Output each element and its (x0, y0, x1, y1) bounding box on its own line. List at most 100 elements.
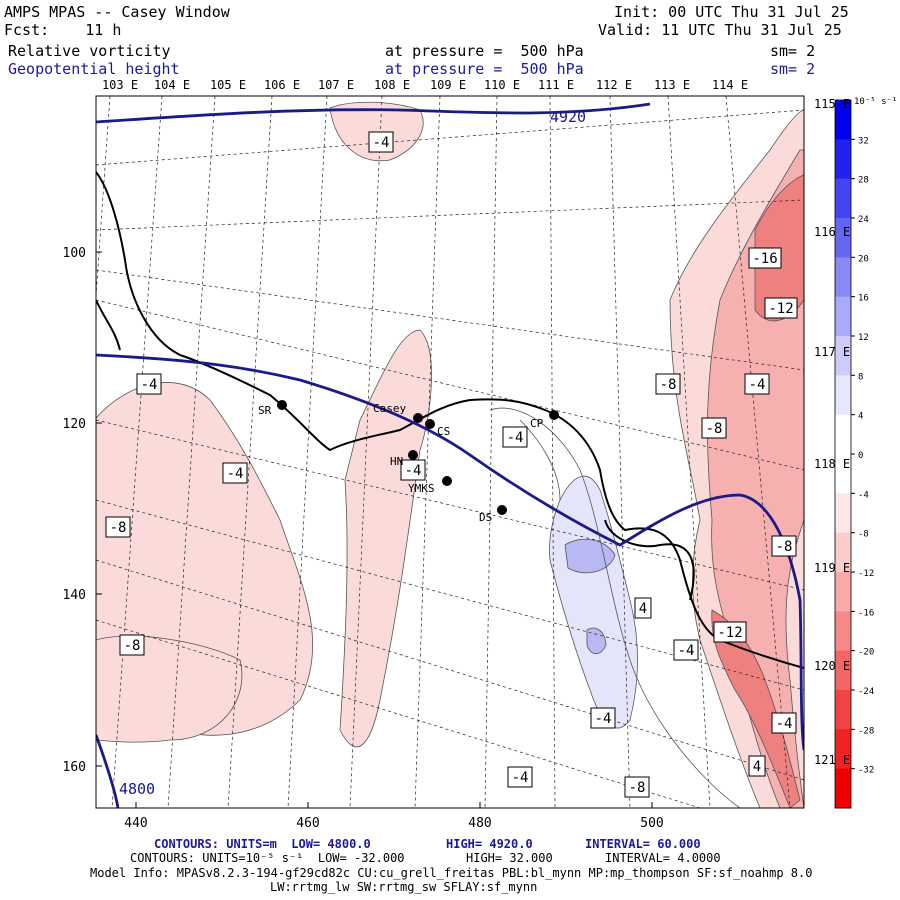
right-lon-label: 120 E (814, 659, 850, 673)
top-lon-label: 103 E (102, 78, 138, 92)
init-time: Init: 00 UTC Thu 31 Jul 25 (614, 3, 849, 21)
station-marker (408, 450, 418, 460)
vorticity-label-box (771, 712, 797, 734)
footer-height-contours-high: HIGH= 4920.0 (446, 837, 533, 851)
vorticity-contour-label: -8 (706, 421, 723, 437)
height-contour-label: 4920 (550, 108, 586, 126)
colorbar-tick-label: 8 (858, 372, 863, 382)
right-lon-label: 116 E (814, 225, 850, 239)
footer-model-info-physics: LW:rrtmg_lw SW:rrtmg_sw SFLAY:sf_mynn (270, 880, 538, 894)
footer-height-contours-interval: INTERVAL= 60.000 (585, 837, 701, 851)
vorticity-contour-label: 4 (639, 601, 647, 617)
top-lon-label: 114 E (712, 78, 748, 92)
y-tick-label: 100 (63, 246, 86, 261)
colorbar-segment (835, 729, 851, 770)
graticule (96, 96, 804, 808)
x-tick-label: 480 (468, 816, 491, 831)
colorbar-tick-label: -20 (858, 648, 874, 658)
top-lon-label: 111 E (538, 78, 574, 92)
vorticity-contour-label: -4 (512, 770, 529, 786)
colorbar-segment (835, 611, 851, 652)
vorticity-contour-label: -4 (507, 430, 524, 446)
vorticity-label-box (136, 373, 162, 395)
vorticity-contour-label: -8 (776, 539, 793, 555)
vorticity-shading-pos8 (564, 538, 616, 655)
top-lon-label: 105 E (210, 78, 246, 92)
x-tick-label: 460 (296, 816, 319, 831)
vorticity-label-box (764, 297, 798, 319)
right-lon-label: 119 E (814, 561, 850, 575)
vorticity-label-box (368, 131, 394, 153)
right-lon-label: 117 E (814, 345, 850, 359)
vorticity-label-box (105, 516, 131, 538)
field2-name: Geopotential height (8, 60, 180, 78)
colorbar-tick-label: 16 (858, 294, 869, 304)
vorticity-label-box (590, 707, 616, 729)
plot-frame (95, 95, 805, 809)
vorticity-label-box (771, 535, 797, 557)
station-label: HN (390, 455, 403, 468)
colorbar-tick-label: -32 (858, 766, 874, 776)
field2-sm: sm= 2 (770, 60, 816, 78)
vorticity-contour-label: -4 (749, 377, 766, 393)
vorticity-label-box (119, 634, 145, 656)
y-tick-label: 160 (63, 760, 86, 775)
vorticity-label-box (748, 755, 766, 777)
x-tick-label: 500 (640, 816, 663, 831)
coastline (96, 171, 804, 669)
colorbar-tick-label: -8 (858, 530, 869, 540)
vorticity-label-box (634, 597, 652, 619)
field1-name: Relative vorticity (8, 42, 171, 60)
station-marker (549, 410, 559, 420)
colorbar: 10⁻⁵ s⁻¹ 32 28 24 20 16 12 8 4 0 -4 -8 -12 -16 -20 -24 -… (834, 97, 897, 809)
station-label: CP (530, 417, 544, 430)
vorticity-contour-label: -4 (595, 711, 612, 727)
colorbar-segment (835, 178, 851, 219)
colorbar-segment (835, 375, 851, 416)
vorticity-contour-label: -4 (141, 377, 158, 393)
plot-area (96, 96, 804, 808)
station-marker (425, 419, 435, 429)
colorbar-segment (835, 572, 851, 612)
colorbar-segment (835, 768, 851, 809)
vorticity-contour-label: -8 (660, 377, 677, 393)
colorbar-tick-label: -24 (858, 687, 874, 697)
colorbar-segment (835, 218, 851, 258)
x-tick-label: 440 (124, 816, 147, 831)
vorticity-contour-label: -4 (227, 466, 244, 482)
vorticity-contour-label: 4 (753, 759, 761, 775)
field1-level: at pressure = 500 hPa (385, 42, 584, 60)
y-tick-label: 120 (63, 417, 86, 432)
colorbar-unit: 10⁻⁵ s⁻¹ (854, 97, 897, 107)
vorticity-label-box (507, 766, 533, 788)
vorticity-label-box (673, 639, 699, 661)
colorbar-segment (835, 493, 851, 534)
station-label: YMKS (408, 482, 435, 495)
colorbar-tick-label: -16 (858, 608, 874, 618)
vorticity-label-box (624, 776, 650, 798)
y-tick-label: 140 (63, 588, 86, 603)
colorbar-tick-label: 0 (858, 451, 863, 461)
vorticity-label-box (222, 462, 248, 484)
footer-height-contours-low: CONTOURS: UNITS=m LOW= 4800.0 (154, 837, 371, 851)
vorticity-label-box (748, 247, 782, 269)
right-lon-label: 118 E (814, 457, 850, 471)
colorbar-tick-label: 24 (858, 215, 869, 225)
colorbar-segment (835, 336, 851, 376)
top-lon-label: 109 E (430, 78, 466, 92)
vorticity-contour-label: -8 (629, 780, 646, 796)
right-lon-label: 121 E (814, 753, 850, 767)
vorticity-contour-label: -8 (110, 520, 127, 536)
vorticity-label-box (744, 373, 770, 395)
colorbar-tick-label: -28 (858, 726, 874, 736)
vorticity-shading-pos4 (549, 475, 638, 729)
colorbar-tick-label: -12 (858, 569, 874, 579)
vorticity-contour-label: -4 (678, 643, 695, 659)
colorbar-segment (835, 100, 851, 140)
vorticity-contours (489, 407, 741, 808)
colorbar-segment (835, 650, 851, 691)
station-marker (413, 413, 423, 423)
colorbar-segment (835, 296, 851, 337)
vorticity-contour-label: -4 (405, 463, 422, 479)
vorticity-contour-label: -8 (124, 638, 141, 654)
